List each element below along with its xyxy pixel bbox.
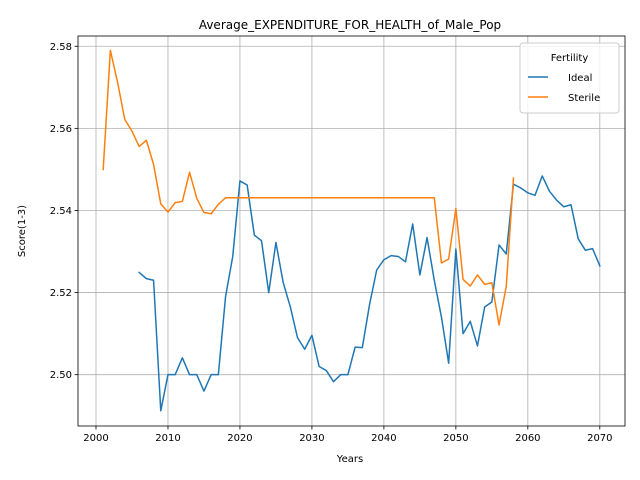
x-tick-label: 2030 xyxy=(299,433,324,444)
y-tick-label: 2.58 xyxy=(50,42,72,53)
y-axis-ticks: 2.50 2.52 2.54 2.56 2.58 xyxy=(50,42,78,381)
y-tick-label: 2.54 xyxy=(50,206,72,217)
legend-title: Fertility xyxy=(551,53,589,64)
x-tick-label: 2050 xyxy=(443,433,468,444)
x-tick-label: 2020 xyxy=(227,433,252,444)
legend-box xyxy=(519,42,620,114)
x-tick-label: 2070 xyxy=(587,433,612,444)
x-axis-ticks: 2000 2010 2020 2030 2040 2050 2060 2070 xyxy=(83,426,613,444)
x-tick-label: 2000 xyxy=(83,433,108,444)
y-axis-label: Score(1-3) xyxy=(17,205,28,257)
series-line-ideal xyxy=(138,175,601,412)
series-line-sterile xyxy=(102,49,515,326)
y-tick-label: 2.52 xyxy=(50,288,72,299)
chart-title: Average_EXPENDITURE_FOR_HEALTH_of_Male_P… xyxy=(199,18,501,32)
legend: Fertility Ideal Sterile xyxy=(519,42,620,114)
plot-frame xyxy=(77,35,626,427)
x-tick-label: 2060 xyxy=(515,433,540,444)
series-lines xyxy=(102,49,601,412)
x-tick-label: 2010 xyxy=(155,433,180,444)
legend-label-sterile: Sterile xyxy=(568,93,600,104)
y-tick-label: 2.50 xyxy=(50,370,72,381)
x-axis-label: Years xyxy=(336,454,363,465)
y-tick-label: 2.56 xyxy=(50,124,72,135)
x-tick-label: 2040 xyxy=(371,433,396,444)
legend-label-ideal: Ideal xyxy=(568,73,592,84)
